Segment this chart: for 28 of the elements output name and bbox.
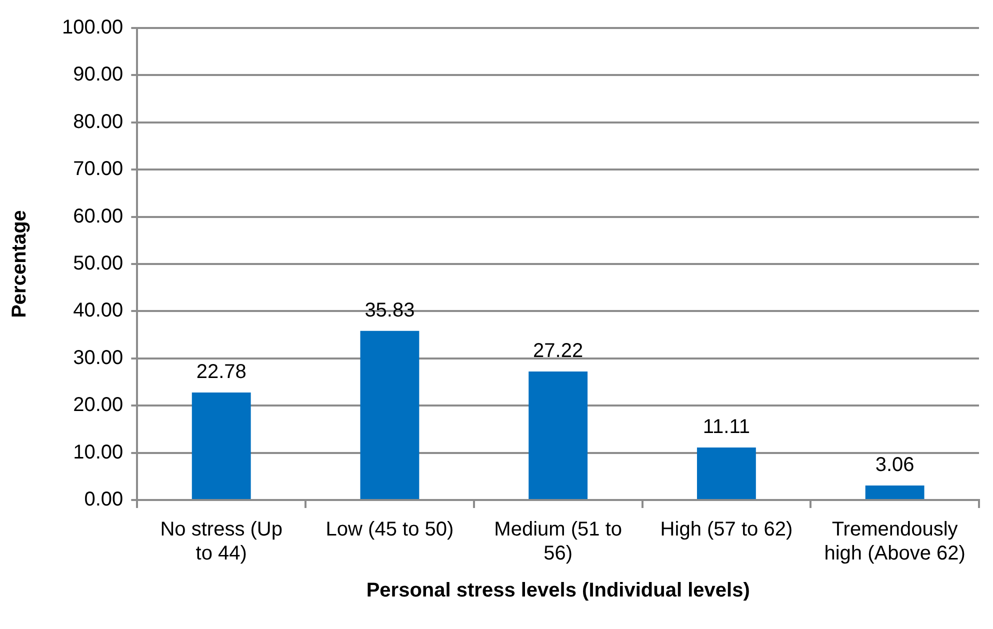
bar [528,372,588,499]
y-tick-label: 10.00 [73,441,124,464]
x-axis-title: Personal stress levels (Individual levels) [366,580,750,602]
x-tick-label: No stress (Up to 44) [160,518,282,565]
x-tick-label: Low (45 to 50) [326,518,454,541]
bar [696,448,756,499]
y-tick-label: 50.00 [73,252,124,275]
x-tick-label: Tremendously high (Above 62) [824,518,966,565]
y-tick-label: 60.00 [73,205,124,228]
x-tick-label: Medium (51 to 56) [494,518,622,565]
y-axis-title: Percentage [8,210,31,318]
y-tick-label: 80.00 [73,110,124,133]
y-tick-label: 70.00 [73,158,124,180]
y-tick-label: 40.00 [73,300,124,322]
y-tick-label: 90.00 [73,64,124,86]
data-label: 35.83 [364,299,415,322]
data-label: 27.22 [533,340,584,362]
y-tick-label: 0.00 [84,488,124,511]
bar [865,486,924,499]
data-label: 3.06 [875,454,914,476]
bar [360,330,420,499]
y-tick-label: 30.00 [73,346,124,369]
y-tick-label: 20.00 [73,394,124,416]
data-label: 22.78 [196,360,246,383]
data-label: 11.11 [702,416,750,438]
x-tick-label: High (57 to 62) [660,518,793,541]
bar [192,392,251,499]
y-tick-label: 100.00 [62,16,124,39]
